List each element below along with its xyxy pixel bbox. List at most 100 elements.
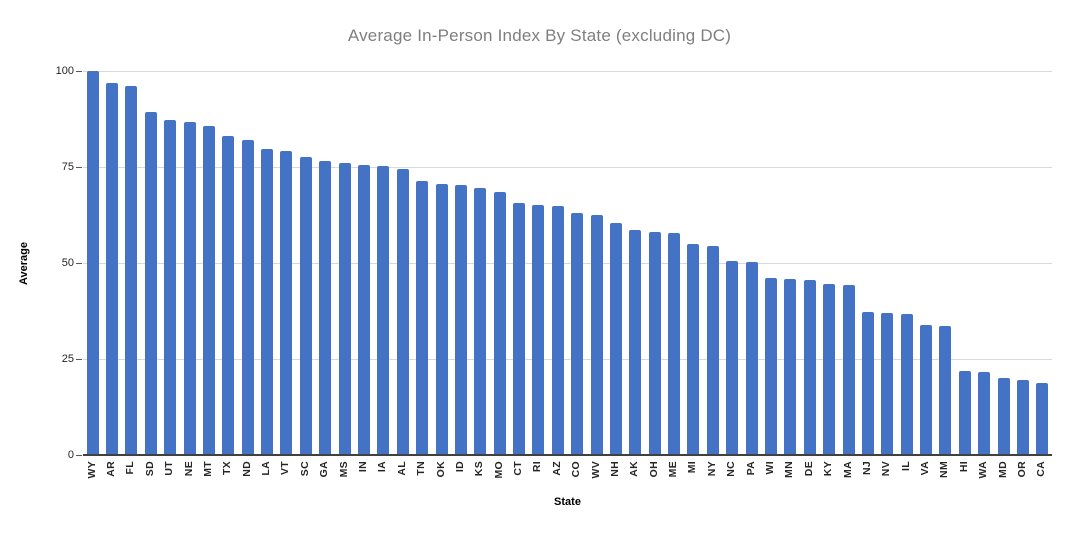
y-tick-mark xyxy=(76,263,82,264)
bar-NY xyxy=(706,245,719,455)
x-tick-label-WY: WY xyxy=(85,461,98,479)
y-tick-mark xyxy=(76,71,82,72)
x-tick-label-LA: LA xyxy=(260,461,273,476)
y-tick-label: 25 xyxy=(61,352,74,365)
bar-MD xyxy=(997,378,1010,455)
bar-NH xyxy=(609,223,622,455)
x-tick-label-MA: MA xyxy=(841,461,854,478)
bar-NM xyxy=(939,325,952,455)
x-axis-line xyxy=(83,454,1052,456)
bar-AK xyxy=(629,229,642,455)
x-tick-label-OR: OR xyxy=(1015,461,1028,478)
bar-NC xyxy=(726,261,739,455)
bar-HI xyxy=(958,370,971,455)
x-tick-label-VA: VA xyxy=(919,461,932,476)
gridline xyxy=(83,71,1052,72)
x-tick-label-ND: ND xyxy=(240,461,253,477)
bar-AZ xyxy=(551,206,564,455)
y-tick-label: 50 xyxy=(61,256,74,269)
bar-MT xyxy=(202,126,215,455)
bar-IL xyxy=(900,314,913,455)
x-tick-label-MN: MN xyxy=(783,461,796,478)
x-tick-label-NE: NE xyxy=(182,461,195,477)
bar-TX xyxy=(222,135,235,455)
y-tick-label: 100 xyxy=(55,64,74,77)
x-tick-label-MI: MI xyxy=(686,461,699,474)
x-tick-label-KY: KY xyxy=(822,461,835,477)
x-tick-label-UT: UT xyxy=(163,461,176,476)
bar-WV xyxy=(590,215,603,455)
bar-NV xyxy=(881,313,894,455)
bar-SD xyxy=(144,112,157,455)
x-tick-label-AZ: AZ xyxy=(550,461,563,476)
bar-VT xyxy=(280,150,293,455)
x-tick-label-ID: ID xyxy=(453,461,466,473)
bar-MS xyxy=(338,162,351,455)
bar-AL xyxy=(396,168,409,455)
y-tick-mark xyxy=(76,359,82,360)
bar-CO xyxy=(571,213,584,455)
x-tick-label-ME: ME xyxy=(667,461,680,478)
bar-CA xyxy=(1036,383,1049,455)
bar-ID xyxy=(454,184,467,455)
x-tick-label-DE: DE xyxy=(802,461,815,477)
x-tick-label-TX: TX xyxy=(221,461,234,476)
bar-UT xyxy=(164,120,177,455)
x-tick-label-MT: MT xyxy=(201,461,214,477)
x-tick-label-MS: MS xyxy=(337,461,350,478)
chart-title: Average In-Person Index By State (exclud… xyxy=(347,26,732,45)
x-tick-label-NC: NC xyxy=(725,461,738,477)
bar-NJ xyxy=(861,311,874,455)
x-tick-label-OK: OK xyxy=(434,461,447,478)
x-tick-label-TN: TN xyxy=(415,461,428,476)
x-tick-label-NH: NH xyxy=(608,461,621,477)
x-tick-label-WV: WV xyxy=(589,461,602,479)
y-tick-mark xyxy=(76,167,82,168)
bar-LA xyxy=(261,148,274,455)
x-tick-label-NV: NV xyxy=(880,461,893,477)
bar-IN xyxy=(358,164,370,455)
x-tick-label-MO: MO xyxy=(492,461,505,479)
x-tick-label-SD: SD xyxy=(143,461,156,477)
bar-SC xyxy=(299,157,312,455)
bar-OR xyxy=(1016,380,1029,455)
x-tick-label-AK: AK xyxy=(628,461,641,477)
plot-area xyxy=(83,71,1052,455)
x-tick-label-NY: NY xyxy=(705,461,718,477)
x-tick-label-IA: IA xyxy=(376,461,389,473)
bar-WA xyxy=(978,371,991,455)
bar-FL xyxy=(125,85,138,455)
x-tick-label-CT: CT xyxy=(512,461,525,476)
gridline xyxy=(83,263,1052,264)
x-axis-title: State xyxy=(554,496,581,508)
gridline xyxy=(83,359,1052,360)
x-tick-label-VT: VT xyxy=(279,461,292,476)
bar-AR xyxy=(106,83,119,455)
x-tick-label-AR: AR xyxy=(105,461,118,477)
bar-OK xyxy=(435,183,448,455)
bar-MN xyxy=(784,279,797,455)
bar-KY xyxy=(823,284,836,455)
bar-ND xyxy=(241,140,254,455)
bar-NE xyxy=(183,121,196,455)
bar-IA xyxy=(377,166,390,455)
x-tick-label-SC: SC xyxy=(298,461,311,477)
bar-ME xyxy=(668,233,681,455)
bar-GA xyxy=(319,160,332,455)
bar-OH xyxy=(648,232,661,455)
y-tick-label: 75 xyxy=(61,160,74,173)
bar-CT xyxy=(513,203,526,455)
bar-KS xyxy=(474,187,487,455)
gridline xyxy=(83,167,1052,168)
x-tick-label-CO: CO xyxy=(570,461,583,478)
x-tick-label-FL: FL xyxy=(124,461,137,475)
x-tick-label-OH: OH xyxy=(647,461,660,478)
x-tick-label-GA: GA xyxy=(318,461,331,478)
bar-RI xyxy=(532,205,545,455)
y-tick-mark xyxy=(76,455,82,456)
bar-TN xyxy=(416,180,429,455)
bar-DE xyxy=(803,279,816,455)
x-tick-label-KS: KS xyxy=(473,461,486,477)
bar-VA xyxy=(920,324,933,455)
